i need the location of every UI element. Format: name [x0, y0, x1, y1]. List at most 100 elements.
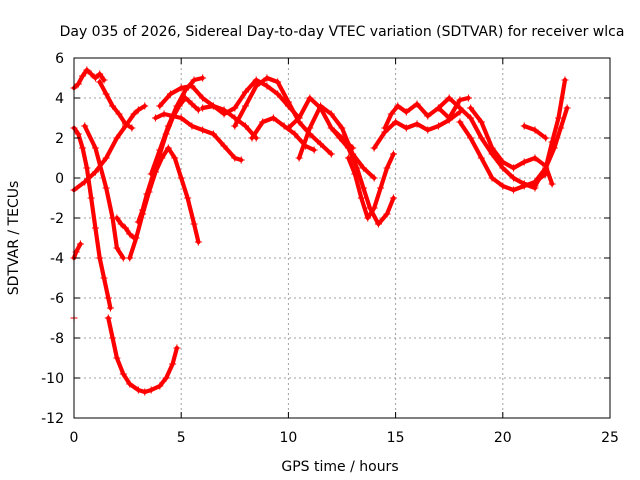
data-point	[394, 102, 402, 110]
data-point	[274, 90, 282, 98]
data-point	[177, 84, 185, 92]
data-point	[119, 370, 127, 378]
data-point	[151, 114, 159, 122]
data-point	[510, 186, 518, 194]
data-point	[190, 220, 198, 228]
series-trace	[232, 75, 334, 157]
series-arc-7	[96, 78, 136, 132]
series-trace	[71, 241, 83, 261]
data-point	[252, 82, 260, 90]
series-arc-25	[467, 104, 556, 188]
series-trace	[382, 95, 471, 131]
data-point	[370, 174, 378, 182]
data-point	[106, 304, 114, 312]
data-point	[434, 122, 442, 130]
data-point	[91, 168, 99, 176]
data-point	[499, 182, 507, 190]
data-point	[252, 76, 260, 84]
y-tick-label: -8	[50, 331, 64, 347]
data-point	[173, 102, 181, 110]
series-trace	[200, 77, 302, 121]
data-point	[126, 254, 134, 262]
data-point	[87, 70, 95, 78]
x-tick-label: 15	[387, 430, 405, 446]
data-point	[338, 124, 346, 132]
data-point	[424, 126, 432, 134]
data-point	[280, 122, 288, 130]
data-point	[383, 164, 391, 172]
data-point	[171, 154, 179, 162]
data-point	[467, 104, 475, 112]
data-point	[336, 134, 344, 142]
data-point	[91, 224, 99, 232]
data-point	[91, 74, 99, 82]
data-point	[499, 158, 507, 166]
data-point	[231, 104, 239, 112]
y-tick-label: 4	[55, 91, 64, 107]
series-arc-21	[381, 94, 472, 132]
data-point	[83, 164, 91, 172]
series-arc-14	[199, 76, 303, 122]
data-point	[383, 210, 391, 218]
data-point	[364, 214, 372, 222]
x-tick-label: 10	[279, 430, 297, 446]
series-arc-22	[370, 108, 464, 152]
data-point	[477, 118, 485, 126]
series-arc-13	[156, 82, 260, 142]
data-point	[327, 150, 335, 158]
data-point	[83, 66, 91, 74]
data-point	[563, 104, 571, 112]
data-point	[434, 104, 442, 112]
plot-frame	[73, 57, 611, 419]
series-trace	[71, 67, 107, 91]
x-tick-label: 25	[601, 430, 619, 446]
data-point	[237, 156, 245, 164]
data-point	[561, 76, 569, 84]
chart-title: Day 035 of 2026, Sidereal Day-to-day VTE…	[60, 24, 625, 40]
data-point	[141, 102, 149, 110]
tick-layer	[73, 57, 611, 419]
x-tick-label: 0	[70, 430, 79, 446]
data-point	[126, 230, 134, 238]
data-point	[359, 184, 367, 192]
tick-label-layer: 0 5 10 15 20 25 -12 -10 -8 -6 -4 -2 0 2 4 6	[41, 51, 619, 446]
data-point	[173, 344, 181, 352]
data-point	[130, 110, 138, 118]
series-trace	[346, 151, 396, 221]
data-point	[113, 214, 121, 222]
data-point	[284, 124, 292, 132]
data-point	[531, 126, 539, 134]
data-point	[177, 114, 185, 122]
data-point	[413, 100, 421, 108]
data-point	[317, 102, 325, 110]
data-point	[510, 174, 518, 182]
data-point	[263, 82, 271, 90]
series-trace	[157, 83, 259, 141]
data-point	[79, 144, 87, 152]
data-point	[259, 118, 267, 126]
data-point	[156, 102, 164, 110]
data-point	[555, 114, 563, 122]
data-point	[96, 70, 104, 78]
series-trace	[127, 145, 201, 261]
data-point	[344, 154, 352, 162]
data-point	[413, 120, 421, 128]
data-point	[102, 184, 110, 192]
y-tick-label: -2	[50, 211, 64, 227]
data-point	[100, 76, 108, 84]
data-point	[190, 76, 198, 84]
series-arc-3	[70, 124, 114, 312]
data-point	[381, 128, 389, 136]
data-point	[139, 206, 147, 214]
data-point	[510, 164, 518, 172]
data-point	[91, 144, 99, 152]
data-point	[488, 144, 496, 152]
data-point	[109, 334, 117, 342]
series-arc-15	[231, 74, 335, 158]
data-point	[141, 388, 149, 396]
data-point	[128, 124, 136, 132]
data-point	[81, 122, 89, 130]
data-point	[402, 124, 410, 132]
data-point	[166, 90, 174, 98]
data-point	[389, 194, 397, 202]
